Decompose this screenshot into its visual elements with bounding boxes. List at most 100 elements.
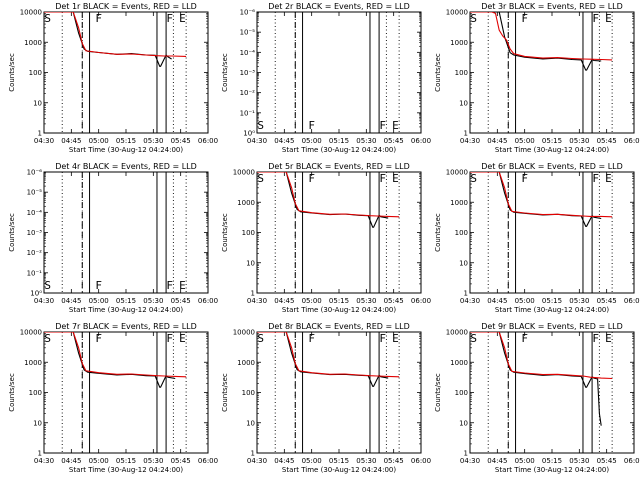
- flag-marker-f: F: [95, 332, 102, 345]
- y-tick-label: 1: [38, 450, 42, 458]
- y-tick-label: 1: [251, 290, 255, 298]
- panel-title: Det 4r BLACK = Events, RED = LLD: [55, 162, 197, 171]
- y-tick-label: 10⁻⁵: [27, 189, 43, 197]
- x-tick-label: 05:00: [89, 137, 109, 145]
- flag-marker-e: E: [605, 12, 612, 25]
- series-line-events: [257, 332, 389, 387]
- y-tick-label: 10000: [233, 169, 255, 177]
- panel-title: Det 3r BLACK = Events, RED = LLD: [481, 2, 623, 11]
- x-tick-label: 05:30: [356, 137, 376, 145]
- x-tick-label: 04:45: [274, 137, 294, 145]
- y-axis-label: Counts/sec: [8, 373, 16, 412]
- panel-title: Det 8r BLACK = Events, RED = LLD: [268, 322, 410, 331]
- panel-det-5: Det 5r BLACK = Events, RED = LLD 1 10 100 10…: [221, 162, 431, 314]
- flag-marker-e: E: [179, 279, 186, 292]
- y-tick-label: 10⁻³: [27, 229, 43, 237]
- x-tick-label: 06:00: [411, 137, 431, 145]
- y-tick-label: 1: [464, 450, 468, 458]
- y-tick-label: 10: [459, 419, 468, 427]
- y-tick-label: 1000: [237, 199, 255, 207]
- series-line-events: [470, 12, 602, 71]
- flag-marker-f: F: [379, 172, 386, 185]
- x-tick-label: 05:15: [329, 457, 349, 465]
- y-tick-label: 10000: [20, 329, 42, 337]
- x-axis-label: Start Time (30-Aug-12 04:24:00): [495, 466, 609, 474]
- y-tick-label: 10: [459, 259, 468, 267]
- y-tick-label: 1000: [24, 39, 42, 47]
- x-tick-label: 05:15: [116, 137, 136, 145]
- series-line-lld: [44, 332, 187, 378]
- y-axis-label: Counts/sec: [434, 213, 442, 252]
- x-tick-label: 05:00: [302, 137, 322, 145]
- flag-marker-s: S: [470, 172, 477, 185]
- x-tick-label: 06:00: [198, 297, 218, 305]
- y-tick-label: 10⁻³: [240, 69, 256, 77]
- y-axis-label: Counts/sec: [221, 373, 229, 412]
- x-tick-label: 04:30: [460, 457, 480, 465]
- series-line-events: [470, 172, 602, 227]
- x-tick-label: 05:45: [597, 137, 617, 145]
- y-tick-label: 10⁻⁴: [240, 49, 256, 57]
- y-tick-label: 10⁰: [243, 130, 255, 138]
- x-tick-label: 04:30: [34, 137, 54, 145]
- series-line-lld: [257, 332, 400, 378]
- y-tick-label: 10⁻⁶: [240, 9, 256, 17]
- x-tick-label: 05:45: [171, 297, 191, 305]
- x-tick-label: 04:45: [274, 297, 294, 305]
- series-line-lld: [470, 172, 613, 218]
- x-tick-label: 04:45: [487, 297, 507, 305]
- plot-frame: [256, 11, 422, 134]
- y-tick-label: 10⁻¹: [27, 269, 43, 277]
- y-tick-label: 100: [455, 69, 468, 77]
- y-axis-label: Counts/sec: [434, 53, 442, 92]
- panel-det-3: Det 3r BLACK = Events, RED = LLD 1 10 100 10…: [434, 2, 640, 154]
- series-line-lld: [470, 12, 613, 61]
- flag-marker-f: F: [592, 332, 599, 345]
- flag-marker-e: E: [392, 119, 399, 132]
- panel-det-9: Det 9r BLACK = Events, RED = LLD 1 10 100 10…: [434, 322, 640, 474]
- panel-det-2: Det 2r BLACK = Events, RED = LLD 10⁰ 10⁻¹ 1…: [221, 2, 431, 154]
- flag-marker-f: F: [95, 12, 102, 25]
- flag-marker-f: F: [308, 119, 315, 132]
- x-tick-label: 06:00: [411, 457, 431, 465]
- x-tick-label: 05:45: [384, 457, 404, 465]
- x-tick-label: 04:45: [61, 457, 81, 465]
- x-tick-label: 04:30: [34, 457, 54, 465]
- x-tick-label: 05:00: [515, 137, 535, 145]
- panel-title: Det 5r BLACK = Events, RED = LLD: [268, 162, 410, 171]
- y-tick-label: 10: [33, 419, 42, 427]
- panel-title: Det 1r BLACK = Events, RED = LLD: [55, 2, 197, 11]
- y-tick-label: 10⁻²: [240, 89, 256, 97]
- flag-marker-s: S: [257, 172, 264, 185]
- y-tick-label: 10000: [446, 9, 468, 17]
- series-line-events: [44, 12, 172, 67]
- flag-marker-f: F: [166, 279, 173, 292]
- x-tick-label: 05:00: [302, 297, 322, 305]
- x-tick-label: 04:45: [61, 297, 81, 305]
- x-axis-label: Start Time (30-Aug-12 04:24:00): [282, 466, 396, 474]
- y-axis-label: Counts/sec: [8, 213, 16, 252]
- y-tick-label: 10: [246, 259, 255, 267]
- y-tick-label: 10000: [446, 329, 468, 337]
- x-axis-label: Start Time (30-Aug-12 04:24:00): [495, 146, 609, 154]
- plot-frame: [43, 331, 209, 454]
- flag-marker-f: F: [166, 332, 173, 345]
- x-tick-label: 04:45: [487, 457, 507, 465]
- plot-frame: [43, 11, 209, 134]
- flag-marker-s: S: [257, 332, 264, 345]
- panel-title: Det 7r BLACK = Events, RED = LLD: [55, 322, 197, 331]
- series-line-events: [44, 332, 176, 388]
- x-tick-label: 05:30: [569, 297, 589, 305]
- y-tick-label: 10⁻⁵: [240, 29, 256, 37]
- x-tick-label: 04:30: [460, 137, 480, 145]
- y-tick-label: 1: [464, 130, 468, 138]
- plot-frame: [256, 331, 422, 454]
- flag-marker-s: S: [470, 12, 477, 25]
- x-tick-label: 05:45: [384, 297, 404, 305]
- y-tick-label: 100: [29, 69, 42, 77]
- x-tick-label: 05:30: [143, 457, 163, 465]
- flag-marker-e: E: [179, 332, 186, 345]
- series-line-lld: [470, 332, 613, 380]
- y-axis-label: Counts/sec: [221, 53, 229, 92]
